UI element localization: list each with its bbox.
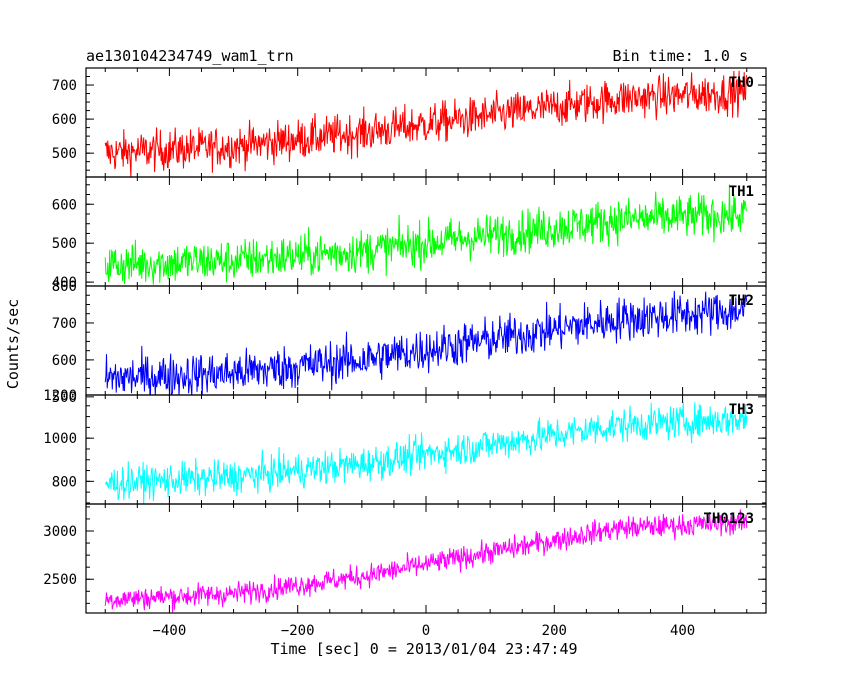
bin-time-label: Bin time: 1.0 s	[613, 47, 748, 65]
panel-th0123: 2500 3000 TH0123	[43, 503, 767, 614]
panel-th2: 500 600 700 800 TH2	[52, 279, 767, 406]
panel-th3: 800 1000 1200 TH3	[43, 388, 767, 505]
y-tick-label: 500	[52, 390, 77, 406]
y-tick-label: 500	[52, 146, 77, 162]
x-tick-label: 400	[670, 623, 695, 639]
y-tick-label: 500	[52, 236, 77, 252]
chart-title: ae130104234749_wam1_trn	[86, 47, 294, 65]
y-tick-label: 800	[52, 474, 77, 490]
y-tick-label: 3000	[43, 524, 77, 540]
series-line-th2	[104, 290, 748, 395]
y-tick-label: 1200	[43, 388, 77, 404]
series-line-th0123	[104, 509, 748, 613]
y-tick-label: 700	[52, 316, 77, 332]
panels-group: 500 600 700 TH0 400 500 600 TH1 500 600 700 800 TH2 8…	[43, 67, 767, 614]
series-line-th0	[104, 70, 748, 177]
series-line-th1	[104, 184, 748, 285]
x-tick-label: −400	[153, 623, 187, 639]
panel-label: TH3	[729, 402, 754, 418]
y-tick-label: 600	[52, 353, 77, 369]
panel-th0: 500 600 700 TH0	[52, 67, 767, 178]
y-tick-label: 1000	[43, 431, 77, 447]
panel-label: TH0	[729, 75, 754, 91]
y-tick-label: 700	[52, 78, 77, 94]
panel-label: TH2	[729, 293, 754, 309]
panel-th1: 400 500 600 TH1	[52, 176, 767, 291]
panel-label: TH0123	[703, 511, 754, 527]
y-tick-label: 400	[52, 275, 77, 291]
series-line-th3	[104, 402, 748, 504]
panel-frame	[85, 394, 767, 505]
x-axis-tick-labels: −400 −200 0 200 400	[153, 623, 696, 639]
x-tick-label: 200	[542, 623, 567, 639]
x-axis-title: Time [sec] 0 = 2013/01/04 23:47:49	[270, 640, 577, 658]
y-tick-label: 800	[52, 279, 77, 295]
x-tick-label: 0	[422, 623, 430, 639]
y-tick-label: 600	[52, 197, 77, 213]
x-tick-label: −200	[281, 623, 315, 639]
y-axis-title: Counts/sec	[4, 299, 22, 389]
y-tick-label: 600	[52, 112, 77, 128]
y-tick-label: 2500	[43, 572, 77, 588]
panel-label: TH1	[729, 184, 754, 200]
